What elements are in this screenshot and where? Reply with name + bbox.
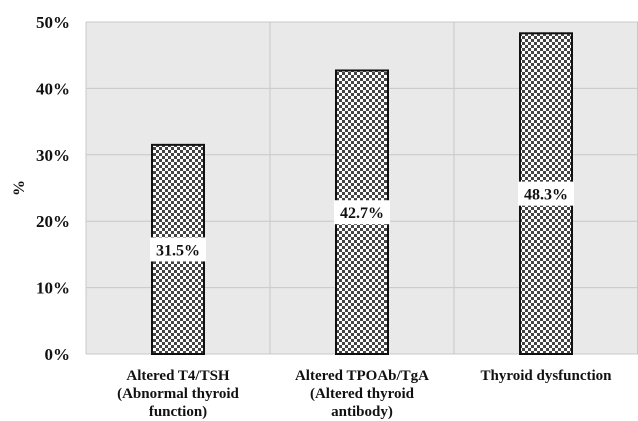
y-tick-label: 10% [36, 279, 70, 298]
data-labels: 31.5% 42.7% 48.3% [150, 181, 574, 262]
x-category-label: Altered TPOAb/TgA (Altered thyroid antibod… [295, 368, 429, 420]
data-label: 31.5% [156, 242, 200, 259]
x-axis: Altered T4/TSH (Abnormal thyroid function)… [117, 368, 612, 420]
y-tick-label: 50% [36, 13, 70, 32]
y-tick-label: 0% [45, 345, 71, 364]
data-label: 48.3% [524, 187, 568, 204]
y-tick-label: 20% [36, 212, 70, 231]
y-axis: 0% 10% 20% 30% 40% 50% [36, 13, 70, 364]
data-label-box [334, 200, 390, 225]
x-category-label: Altered T4/TSH (Abnormal thyroid function) [117, 368, 239, 420]
data-label-box [518, 181, 574, 206]
y-tick-label: 30% [36, 146, 70, 165]
data-label-box [150, 237, 206, 262]
x-category-label: Thyroid dysfunction [480, 368, 612, 384]
data-label: 42.7% [340, 205, 384, 222]
y-axis-title: % [11, 180, 28, 196]
y-tick-label: 40% [36, 79, 70, 98]
